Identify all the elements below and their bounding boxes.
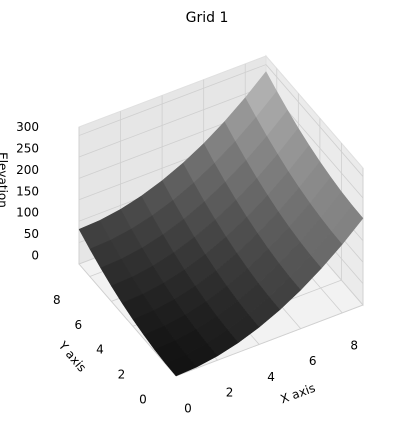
z-tick-label: 250 <box>16 141 39 155</box>
x-tick-label: 6 <box>309 354 317 368</box>
y-tick-label: 0 <box>139 393 147 407</box>
chart-title: Grid 1 <box>186 10 229 26</box>
grid-line <box>78 263 177 377</box>
y-tick-label: 4 <box>96 343 104 357</box>
x-axis-label: X axis <box>278 381 317 406</box>
grid-line <box>175 304 364 377</box>
grid-line <box>265 64 364 177</box>
surface-face <box>164 353 198 377</box>
y-axis-label: Y axis <box>55 338 89 375</box>
z-tick-label: 0 <box>31 249 39 263</box>
z-axis-label: Elevation <box>0 152 10 208</box>
y-tick-label: 2 <box>118 368 126 382</box>
x-tick-label: 4 <box>267 370 275 384</box>
z-tick-label: 200 <box>16 163 39 177</box>
z-tick-label: 150 <box>16 184 39 198</box>
grid-line <box>78 64 267 136</box>
x-tick-label: 8 <box>350 338 358 352</box>
z-tick-label: 100 <box>16 206 39 220</box>
z-tick-label: 300 <box>16 120 39 134</box>
x-tick-label: 2 <box>226 386 234 400</box>
y-tick-label: 8 <box>53 293 61 307</box>
grid-line <box>78 85 267 158</box>
x-tick-label: 0 <box>184 402 192 416</box>
y-tick-label: 6 <box>75 318 83 332</box>
z-tick-label: 50 <box>24 227 39 241</box>
